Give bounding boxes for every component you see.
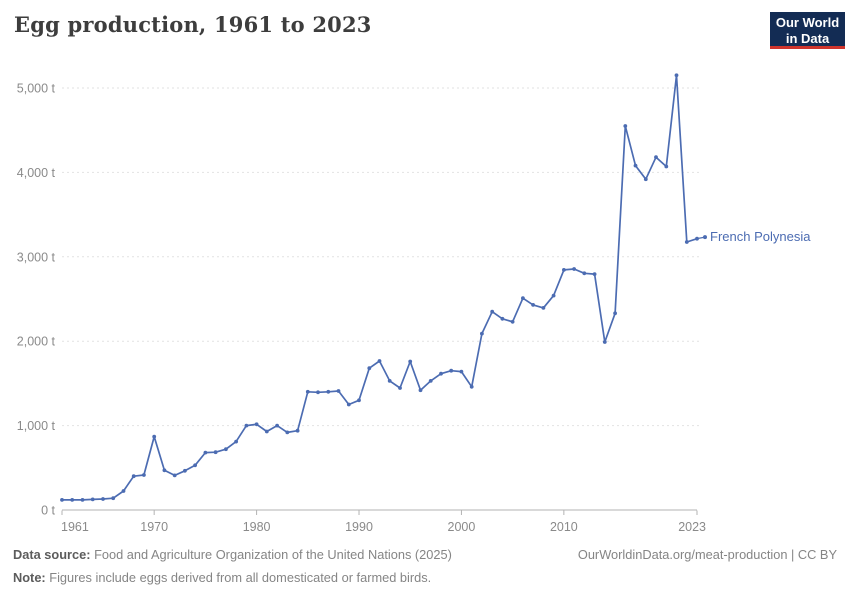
x-axis-tick-label: 1970 [140, 520, 168, 534]
data-point-marker [500, 316, 505, 321]
data-source-line: Data source: Food and Agriculture Organi… [13, 543, 573, 566]
data-point-marker [480, 331, 484, 336]
owid-logo[interactable]: Our World in Data [770, 12, 845, 49]
data-point-marker [162, 468, 167, 473]
data-point-marker [408, 359, 413, 364]
data-point-marker [111, 496, 116, 501]
data-point-marker [674, 73, 679, 78]
data-point-marker [213, 450, 218, 455]
data-point-marker [613, 311, 617, 316]
y-axis-tick-label: 3,000 t [17, 250, 56, 264]
data-point-marker [398, 386, 402, 390]
data-point-marker [490, 309, 495, 314]
data-point-marker [562, 268, 566, 272]
data-point-marker [336, 389, 341, 393]
note-text: Figures include eggs derived from all do… [45, 570, 432, 585]
data-point-marker [234, 439, 239, 444]
series-line-french-polynesia [61, 74, 698, 501]
owid-logo-line2: in Data [785, 30, 830, 46]
data-point-marker [305, 389, 310, 394]
data-point-marker [80, 498, 85, 502]
data-point-marker [664, 164, 669, 169]
x-axis-tick-label: 1990 [345, 520, 373, 534]
data-point-marker [439, 371, 443, 376]
data-point-marker [541, 306, 546, 310]
series-label-dot [703, 235, 707, 240]
note-label: Note: [13, 570, 46, 585]
data-point-marker [428, 379, 433, 383]
data-point-marker [684, 240, 689, 244]
data-point-marker [193, 463, 198, 468]
data-point-marker [121, 489, 126, 493]
data-point-marker [142, 473, 146, 477]
data-point-marker [592, 272, 597, 276]
data-point-marker [346, 402, 351, 407]
data-point-marker [90, 497, 95, 502]
data-point-marker [101, 497, 105, 501]
attribution-link[interactable]: OurWorldinData.org/meat-production | CC … [577, 547, 837, 562]
data-point-marker [244, 423, 249, 428]
y-axis-tick-label: 2,000 t [17, 335, 56, 349]
x-axis-tick-label: 2010 [550, 520, 578, 534]
data-point-marker [367, 366, 372, 371]
chart-title: Egg production, 1961 to 2023 [14, 12, 372, 37]
data-point-marker [521, 296, 525, 301]
data-point-marker [254, 422, 259, 427]
data-point-marker [633, 163, 638, 168]
data-point-marker [602, 340, 607, 344]
x-axis-tick-label: 2023 [678, 520, 706, 534]
data-point-marker [203, 450, 208, 455]
data-point-marker [224, 447, 228, 452]
data-point-marker [572, 267, 576, 271]
data-point-marker [172, 473, 177, 478]
data-point-marker [326, 389, 331, 394]
data-point-marker [377, 359, 382, 363]
data-point-marker [316, 390, 320, 395]
data-point-marker [510, 319, 515, 324]
data-point-marker [654, 155, 658, 160]
data-point-marker [357, 398, 361, 403]
footer-left: Data source: Food and Agriculture Organi… [13, 543, 573, 589]
data-point-marker [459, 369, 464, 374]
data-point-marker [70, 498, 75, 502]
data-point-marker [152, 434, 157, 439]
data-point-marker [183, 468, 187, 473]
data-point-marker [285, 430, 290, 435]
data-point-marker [643, 177, 648, 182]
note-line: Note: Figures include eggs derived from … [13, 566, 573, 589]
data-point-marker [582, 271, 587, 276]
data-source-text: Food and Agriculture Organization of the… [90, 547, 452, 562]
x-axis-tick-label: 1980 [243, 520, 271, 534]
y-axis-tick-label: 0 t [41, 504, 55, 518]
data-point-marker [295, 428, 300, 433]
data-point-marker [449, 368, 454, 373]
owid-logo-line1: Our World [775, 15, 840, 30]
data-source-label: Data source: [13, 547, 91, 562]
chart-footer: Data source: Food and Agriculture Organi… [13, 543, 837, 589]
data-point-marker [387, 379, 392, 383]
data-point-marker [551, 293, 556, 298]
data-point-marker [623, 124, 628, 128]
data-point-marker [531, 303, 535, 307]
x-axis-tick-label: 1961 [61, 520, 89, 534]
data-point-marker [131, 474, 136, 479]
y-axis-tick-label: 4,000 t [17, 166, 56, 180]
y-axis-tick-label: 5,000 t [17, 82, 56, 96]
data-point-marker [60, 498, 64, 502]
y-axis-tick-label: 1,000 t [17, 419, 56, 433]
data-point-marker [275, 423, 279, 428]
series-entity-label: French Polynesia [710, 229, 811, 244]
line-chart: 0 t 1,000 t 2,000 t 3,000 t 4,000 t 5,000 t 19… [17, 73, 811, 534]
data-point-marker [418, 388, 423, 393]
data-point-marker [469, 384, 474, 389]
data-point-marker [695, 236, 699, 241]
x-axis-tick-label: 2000 [448, 520, 476, 534]
data-point-marker [264, 429, 269, 434]
